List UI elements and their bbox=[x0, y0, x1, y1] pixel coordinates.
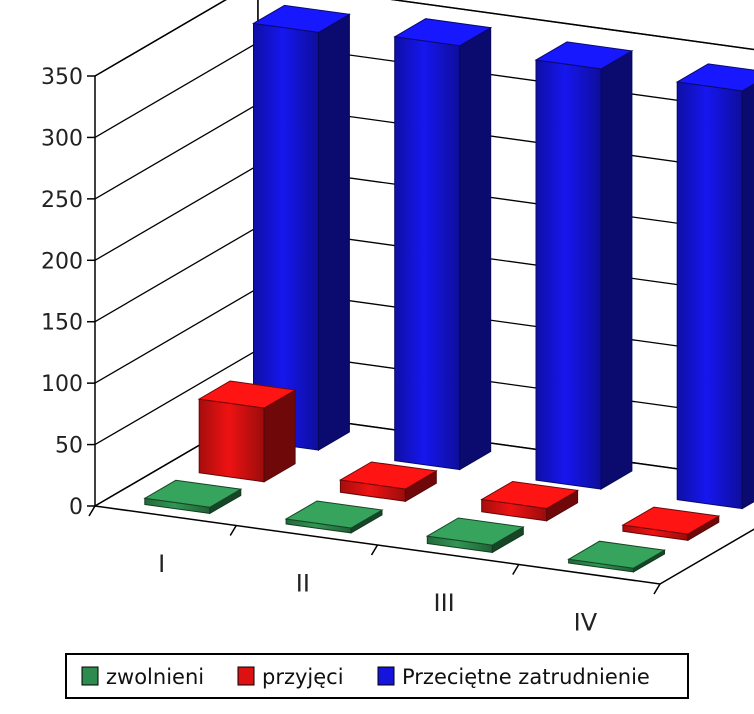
bar bbox=[251, 4, 351, 451]
legend-swatch bbox=[81, 666, 99, 686]
x-category-label: I bbox=[158, 550, 165, 578]
bar-top-face bbox=[338, 461, 438, 490]
bar bbox=[621, 506, 721, 542]
gridline bbox=[94, 0, 754, 77]
x-category-label: II bbox=[296, 569, 310, 597]
y-tick-label: 250 bbox=[41, 188, 83, 213]
y-tick-label: 100 bbox=[41, 372, 83, 397]
bar bbox=[675, 63, 754, 510]
bar-front-face bbox=[394, 36, 461, 471]
bar-front-face bbox=[198, 398, 265, 483]
bar bbox=[338, 461, 438, 503]
bar bbox=[480, 480, 580, 522]
bar-front-face bbox=[676, 81, 743, 510]
y-tick-label: 350 bbox=[41, 65, 83, 90]
bar-top-face bbox=[284, 500, 384, 529]
bar-top-face bbox=[393, 18, 493, 47]
y-tick-label: 300 bbox=[41, 126, 83, 151]
legend-label: Przeciętne zatrudnienie bbox=[402, 665, 650, 689]
bar-top-face bbox=[480, 480, 580, 510]
bar-top-face bbox=[675, 63, 754, 92]
bar bbox=[567, 540, 667, 573]
bar bbox=[393, 18, 493, 471]
x-tick-mark bbox=[512, 564, 520, 575]
y-tick-label: 150 bbox=[41, 311, 83, 336]
bar-top-face bbox=[534, 41, 634, 70]
y-tick-label: 0 bbox=[69, 495, 83, 520]
bar-side-face bbox=[459, 26, 492, 471]
bars bbox=[143, 4, 754, 573]
bar-front-face bbox=[535, 59, 602, 490]
bar-side-face bbox=[600, 50, 633, 490]
bar bbox=[284, 500, 384, 534]
legend-label: zwolnieni bbox=[106, 665, 204, 689]
legend: zwolnieni przyjęci Przeciętne zatrudnienie bbox=[65, 653, 689, 699]
bar-top-face bbox=[251, 4, 351, 33]
legend-label: przyjęci bbox=[262, 665, 344, 689]
bar bbox=[143, 479, 243, 515]
x-tick-mark bbox=[653, 583, 661, 595]
x-tick-mark bbox=[88, 505, 96, 517]
y-axis-ticks: 0 50 100 150 200 250 300 350 bbox=[41, 65, 95, 520]
bar-top-face bbox=[425, 517, 525, 546]
bar-top-face bbox=[143, 479, 243, 508]
y-tick-label: 50 bbox=[55, 434, 83, 459]
legend-swatch bbox=[377, 666, 395, 686]
x-tick-mark bbox=[229, 525, 237, 536]
bar bbox=[197, 380, 297, 483]
bar-side-face bbox=[318, 13, 350, 451]
x-category-label: III bbox=[434, 589, 455, 617]
x-category-label: IV bbox=[574, 608, 598, 636]
legend-box bbox=[65, 653, 689, 699]
bar-top-face bbox=[567, 540, 667, 569]
legend-swatch bbox=[237, 666, 255, 686]
bar bbox=[534, 41, 634, 490]
bar-top-face bbox=[197, 380, 297, 409]
bar-top-face bbox=[621, 506, 721, 535]
x-tick-mark bbox=[370, 544, 379, 556]
bar bbox=[425, 517, 525, 554]
y-tick-label: 200 bbox=[41, 249, 83, 274]
bar-side-face bbox=[741, 83, 754, 510]
